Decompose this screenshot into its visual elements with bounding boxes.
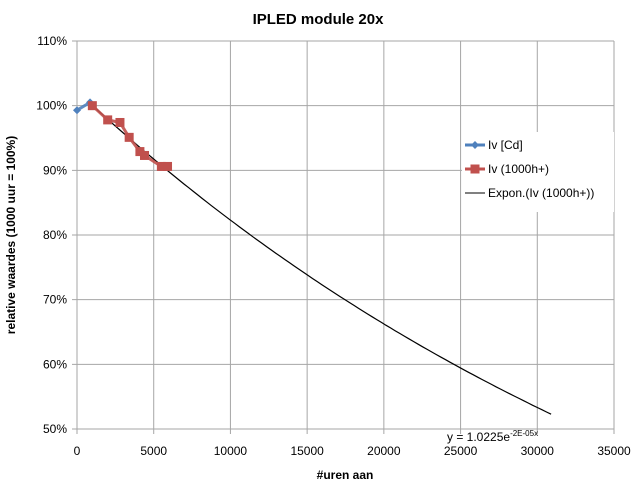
y-tick-label: 70% — [43, 293, 67, 307]
trendline-path — [91, 104, 552, 415]
y-axis-ticks: 50% 60% 70% 80% 90% 100% 110% — [36, 34, 67, 436]
equation-base: y = 1.0225e — [447, 430, 510, 444]
legend-label: Expon.(Iv (1000h+)) — [488, 186, 594, 200]
x-tick-label: 25000 — [444, 444, 478, 458]
data-point-square — [124, 132, 134, 142]
y-tick-label: 60% — [43, 357, 67, 371]
trendline-equation: y = 1.0225e-2E-05x — [447, 429, 538, 444]
svg-text:y = 1.0225e-2E-05x: y = 1.0225e-2E-05x — [447, 429, 538, 444]
legend-item: Iv (1000h+) — [465, 162, 549, 176]
data-point-square — [87, 101, 97, 111]
series-group — [73, 98, 173, 171]
legend-background — [462, 132, 614, 212]
data-point-square — [103, 115, 113, 125]
x-tick-label: 35000 — [597, 444, 631, 458]
equation-exponent: -2E-05x — [510, 429, 538, 438]
legend-label: Iv (1000h+) — [488, 162, 549, 176]
y-tick-label: 110% — [37, 34, 67, 48]
chart-title: IPLED module 20x — [253, 11, 385, 28]
legend: Iv [Cd] Iv (1000h+) Expon.(Iv (1000h+)) — [462, 132, 614, 212]
legend-label: Iv [Cd] — [488, 138, 523, 152]
data-point-square — [156, 161, 166, 171]
x-tick-label: 30000 — [521, 444, 555, 458]
x-axis-ticks: 0 5000 10000 15000 20000 25000 30000 35000 — [74, 444, 631, 458]
data-point-square — [115, 117, 125, 127]
legend-item: Iv [Cd] — [465, 138, 523, 152]
trendline-group — [91, 104, 552, 415]
x-tick-label: 15000 — [290, 444, 324, 458]
series-iv-1000h — [87, 101, 173, 171]
y-tick-label: 50% — [43, 422, 67, 436]
data-point-diamond — [73, 106, 81, 115]
y-axis-label: relative waardes (1000 uur = 100%) — [4, 136, 18, 334]
legend-marker-diamond — [471, 141, 479, 149]
y-tick-label: 100% — [36, 99, 67, 113]
y-tick-label: 90% — [43, 163, 67, 177]
x-tick-label: 5000 — [140, 444, 167, 458]
x-tick-label: 0 — [74, 444, 81, 458]
data-point-square — [140, 150, 150, 160]
data-point-square — [163, 161, 173, 171]
y-tick-label: 80% — [43, 228, 67, 242]
legend-item: Expon.(Iv (1000h+)) — [465, 186, 594, 200]
x-tick-label: 20000 — [367, 444, 401, 458]
x-tick-label: 10000 — [214, 444, 248, 458]
gridlines — [72, 40, 615, 434]
legend-marker-square — [470, 164, 480, 174]
data-point-square — [135, 147, 145, 157]
x-axis-label: #uren aan — [317, 468, 374, 482]
